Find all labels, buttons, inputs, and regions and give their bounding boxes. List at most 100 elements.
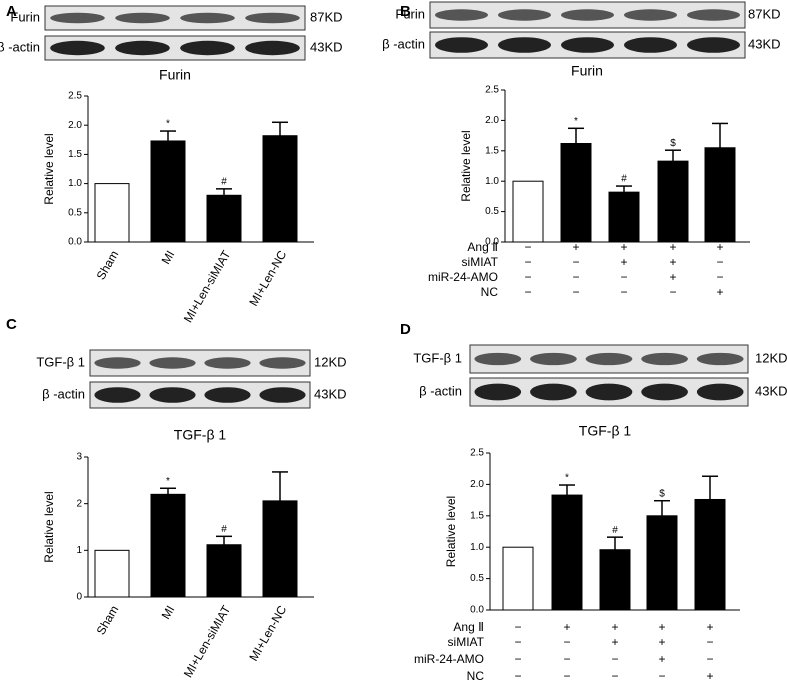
treatment-sign: −: [514, 635, 521, 649]
treatment-sign: −: [706, 652, 713, 666]
y-tick-label: 1.5: [470, 510, 484, 521]
blot-band: [204, 387, 251, 403]
blot-size: 43KD: [755, 383, 787, 398]
blot-band: [149, 357, 196, 369]
blot-band: [245, 12, 300, 24]
treatment-sign: −: [620, 285, 627, 299]
blot-band: [149, 387, 196, 403]
treatment-sign: −: [514, 620, 521, 634]
bar: [262, 135, 298, 243]
treatment-sign: −: [514, 652, 521, 666]
y-tick-label: 0.5: [68, 207, 82, 218]
blot-band: [641, 383, 688, 401]
blot-band: [585, 352, 633, 366]
x-tick-label: MI: [159, 248, 178, 267]
y-tick-label: 0.0: [68, 237, 82, 248]
y-tick-label: 2.0: [68, 120, 82, 131]
treatment-sign: +: [669, 255, 676, 269]
treatment-sign: −: [611, 669, 618, 683]
blot-band: [687, 9, 740, 21]
treatment-sign: +: [658, 620, 665, 634]
bar: [608, 191, 640, 243]
bar: [94, 549, 130, 598]
bar: [657, 160, 689, 243]
treatment-sign: +: [611, 620, 618, 634]
y-tick-label: 2.5: [470, 448, 484, 459]
treatment-name: Ang Ⅱ: [467, 240, 498, 254]
bar: [262, 500, 298, 598]
y-tick-label: 0.0: [470, 605, 484, 616]
treatment-sign: −: [524, 240, 531, 254]
blot-band: [530, 352, 577, 366]
bar: [502, 546, 534, 611]
panel-label: D: [400, 321, 411, 338]
blot-band: [115, 40, 170, 56]
treatment-sign: +: [572, 240, 579, 254]
blot-band: [561, 9, 614, 21]
panel-label: A: [6, 3, 17, 20]
bar: [551, 494, 583, 611]
chart-title: TGF-β 1: [579, 423, 632, 439]
panel-label: C: [6, 316, 17, 333]
significance-mark: *: [565, 473, 569, 484]
blot-size: 43KD: [748, 36, 781, 51]
blot-band: [561, 37, 614, 53]
blot-size: 43KD: [310, 39, 343, 54]
treatment-sign: +: [669, 240, 676, 254]
chart-title: Furin: [159, 67, 191, 83]
treatment-sign: +: [611, 635, 618, 649]
treatment-name: miR-24-AMO: [414, 652, 484, 666]
y-tick-label: 3: [76, 452, 82, 463]
y-tick-label: 1: [76, 545, 82, 556]
blot-label: β -actin: [42, 386, 85, 401]
blot-band: [474, 383, 522, 401]
y-tick-label: 0.5: [485, 206, 499, 217]
treatment-sign: −: [572, 285, 579, 299]
treatment-name: siMIAT: [448, 635, 485, 649]
treatment-sign: −: [524, 255, 531, 269]
blot-band: [180, 40, 235, 56]
significance-mark: *: [574, 116, 578, 127]
y-tick-label: 2.0: [485, 115, 499, 126]
treatment-name: siMIAT: [462, 255, 499, 269]
x-tick-label: MI+Len-NC: [246, 603, 289, 664]
bar: [206, 544, 242, 598]
blot-band: [245, 40, 300, 56]
treatment-sign: −: [563, 669, 570, 683]
blot-band: [474, 352, 522, 366]
treatment-sign: −: [524, 270, 531, 284]
treatment-name: Ang Ⅱ: [453, 620, 484, 634]
treatment-sign: −: [716, 270, 723, 284]
treatment-name: NC: [467, 669, 485, 683]
blot-band: [696, 383, 744, 401]
blot-band: [624, 9, 677, 21]
significance-mark: #: [612, 525, 618, 536]
significance-mark: #: [221, 176, 227, 187]
blot-band: [585, 383, 633, 401]
y-tick-label: 2.0: [470, 479, 484, 490]
treatment-sign: +: [658, 652, 665, 666]
treatment-sign: −: [669, 285, 676, 299]
treatment-sign: +: [669, 270, 676, 284]
blot-band: [435, 37, 488, 53]
bar: [560, 143, 592, 243]
treatment-sign: +: [706, 669, 713, 683]
y-axis-label: Relative level: [459, 130, 473, 201]
y-axis-label: Relative level: [444, 496, 458, 567]
blot-band: [498, 9, 551, 21]
blot-size: 12KD: [314, 354, 347, 369]
blot-label: Furin: [395, 6, 425, 21]
bar: [599, 549, 631, 611]
bar: [694, 498, 726, 611]
blot-band: [624, 37, 677, 53]
blot-band: [530, 383, 577, 401]
y-tick-label: 0.5: [470, 573, 484, 584]
y-tick-label: 1.5: [68, 149, 82, 160]
y-tick-label: 1.0: [68, 178, 82, 189]
blot-band: [498, 37, 551, 53]
bar: [646, 515, 678, 611]
blot-band: [180, 12, 235, 24]
treatment-sign: −: [524, 285, 531, 299]
blot-label: β -actin: [419, 383, 462, 398]
blot-size: 87KD: [310, 9, 343, 24]
